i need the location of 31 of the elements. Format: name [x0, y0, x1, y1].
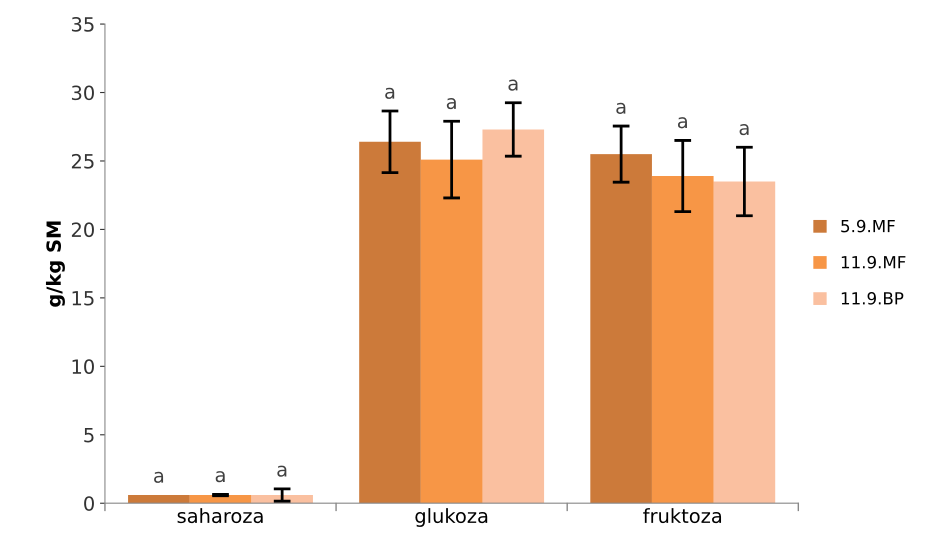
y-tick-label: 25	[72, 154, 94, 169]
annotation: a	[385, 88, 394, 99]
y-tick-label: 0	[84, 496, 94, 511]
annotation: a	[446, 98, 456, 110]
legend-label: 11.9.MF	[842, 256, 906, 268]
y-tick-label: 35	[72, 17, 94, 32]
annotation: a	[154, 472, 164, 483]
legend-label: 5.9.MF	[841, 220, 895, 232]
bar	[482, 129, 544, 504]
annotation: a	[616, 102, 626, 114]
annotation: a	[277, 466, 286, 477]
legend-label: 11.9.BP	[842, 292, 904, 305]
bar	[590, 154, 652, 504]
y-tick-label: 30	[72, 85, 94, 100]
y-axis-title: g/kg SM	[46, 221, 65, 307]
bar	[359, 142, 421, 504]
annotation: a	[508, 80, 518, 91]
x-tick-label: glukoza	[415, 508, 488, 527]
bar	[714, 182, 776, 504]
bar	[420, 160, 482, 504]
bar	[128, 495, 190, 504]
x-tick-label: saharoza	[178, 508, 263, 524]
y-tick-label: 20	[72, 222, 94, 238]
y-tick-label: 5	[84, 428, 94, 442]
annotation: a	[740, 124, 749, 136]
y-tick-label: 15	[72, 291, 94, 306]
annotation: a	[216, 471, 225, 482]
y-tick-label: 10	[72, 359, 94, 374]
x-tick-label: fruktoza	[643, 508, 722, 524]
bar	[652, 176, 714, 504]
annotation: a	[678, 117, 687, 128]
